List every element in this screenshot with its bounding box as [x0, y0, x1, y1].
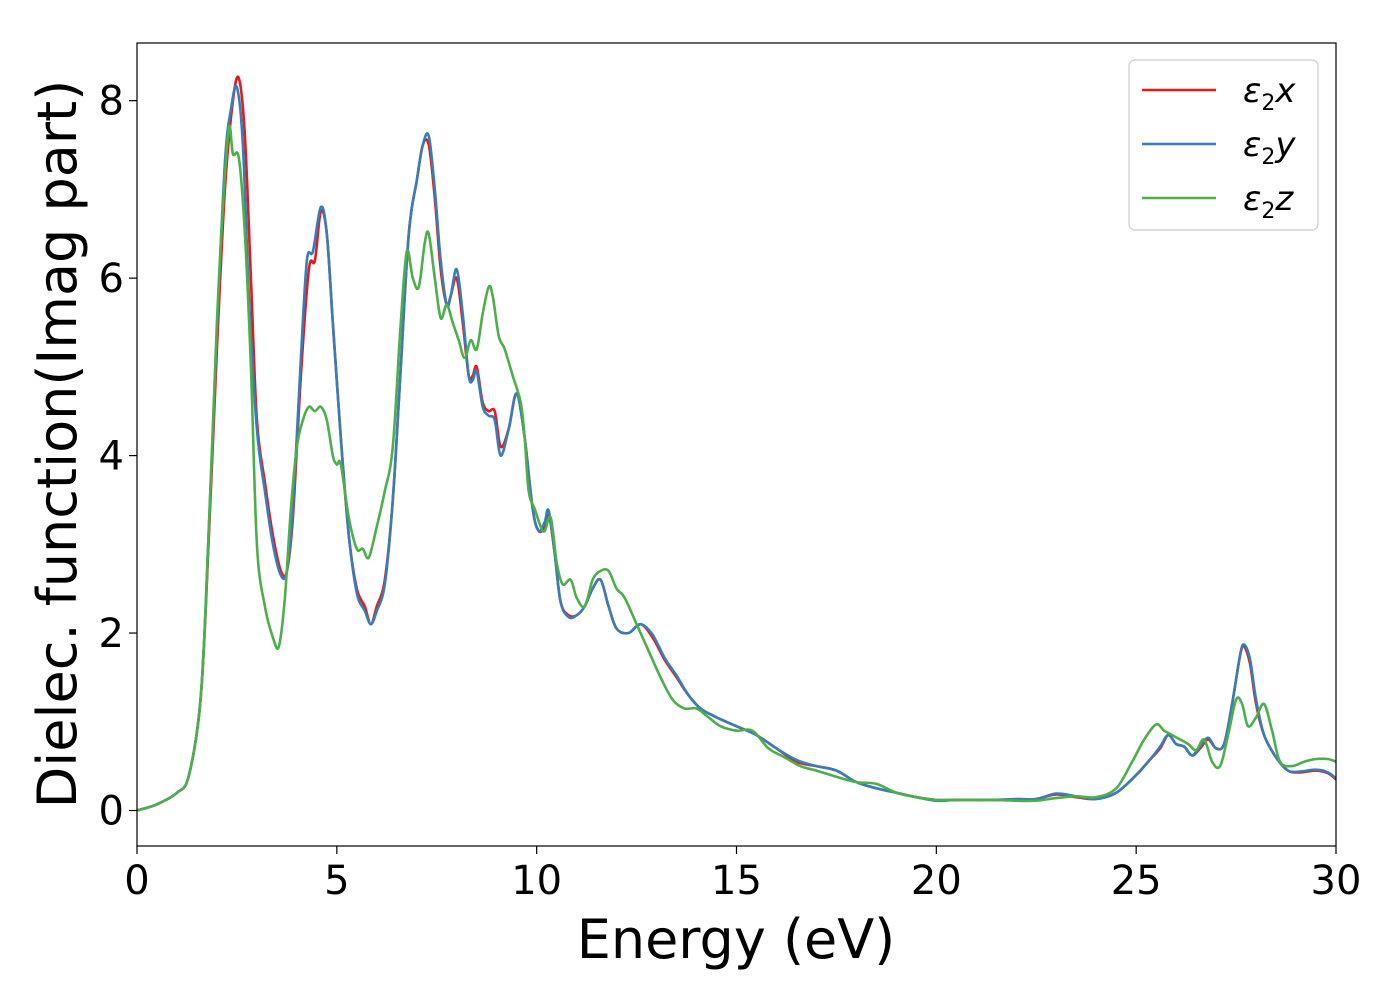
- x-tick-label: 0: [124, 858, 149, 904]
- y-axis: 0 2 4 6 8: [99, 79, 137, 835]
- legend-label-x: ε2x: [1243, 71, 1296, 116]
- y-tick-label: 8: [99, 79, 124, 125]
- legend-label-z: ε2z: [1243, 179, 1294, 224]
- x-axis: 0 5 10 15 20 25 30: [124, 846, 1361, 904]
- y-tick-label: 0: [99, 789, 124, 835]
- plot-lines: [137, 75, 1336, 812]
- x-tick-label: 10: [511, 858, 562, 904]
- y-tick-label: 6: [99, 256, 124, 302]
- x-tick-label: 25: [1111, 858, 1162, 904]
- legend: ε2x ε2y ε2z: [1128, 59, 1319, 231]
- legend-box: [1128, 59, 1319, 231]
- y-tick-label: 4: [99, 434, 124, 480]
- legend-label-y: ε2y: [1243, 125, 1296, 170]
- y-axis-title: Dielec. function(Imag part): [26, 80, 89, 809]
- x-axis-title: Energy (eV): [577, 908, 896, 971]
- series-line-z: [137, 124, 1336, 812]
- x-tick-label: 5: [324, 858, 349, 904]
- x-tick-label: 20: [911, 858, 962, 904]
- y-tick-label: 2: [99, 611, 124, 657]
- x-tick-label: 30: [1311, 858, 1362, 904]
- x-tick-label: 15: [711, 858, 762, 904]
